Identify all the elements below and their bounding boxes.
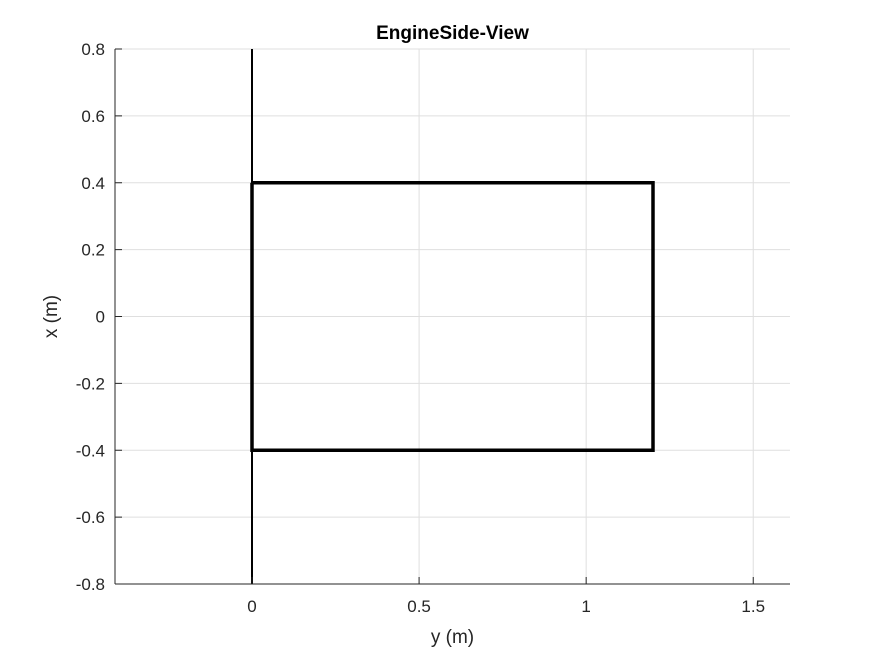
y-tick-labels: -0.8 -0.6 -0.4 -0.2 0 0.2 0.4 0.6 0.8: [76, 40, 105, 594]
series-lines: [250, 49, 655, 584]
y-tick-label: -0.4: [76, 441, 105, 460]
axes: [114, 48, 790, 585]
y-axis-label: x (m): [41, 295, 62, 338]
y-tick-label: -0.8: [76, 575, 105, 594]
y-tick-label: 0.2: [81, 241, 105, 260]
x-tick-label: 1.5: [741, 597, 765, 616]
x-tick-label: 1: [581, 597, 590, 616]
x-tick-labels: 0 0.5 1 1.5: [247, 597, 765, 616]
x-tick-label: 0.5: [407, 597, 431, 616]
y-tick-label: 0.6: [81, 107, 105, 126]
x-tick-label: 0: [247, 597, 256, 616]
x-axis-label: y (m): [431, 627, 474, 648]
y-tick-label: 0.8: [81, 40, 105, 59]
y-tick-label: -0.2: [76, 374, 105, 393]
y-tick-label: -0.6: [76, 508, 105, 527]
y-tick-label: 0.4: [81, 174, 105, 193]
y-tick-label: 0: [96, 308, 105, 327]
chart-title: EngineSide-View: [376, 23, 529, 44]
